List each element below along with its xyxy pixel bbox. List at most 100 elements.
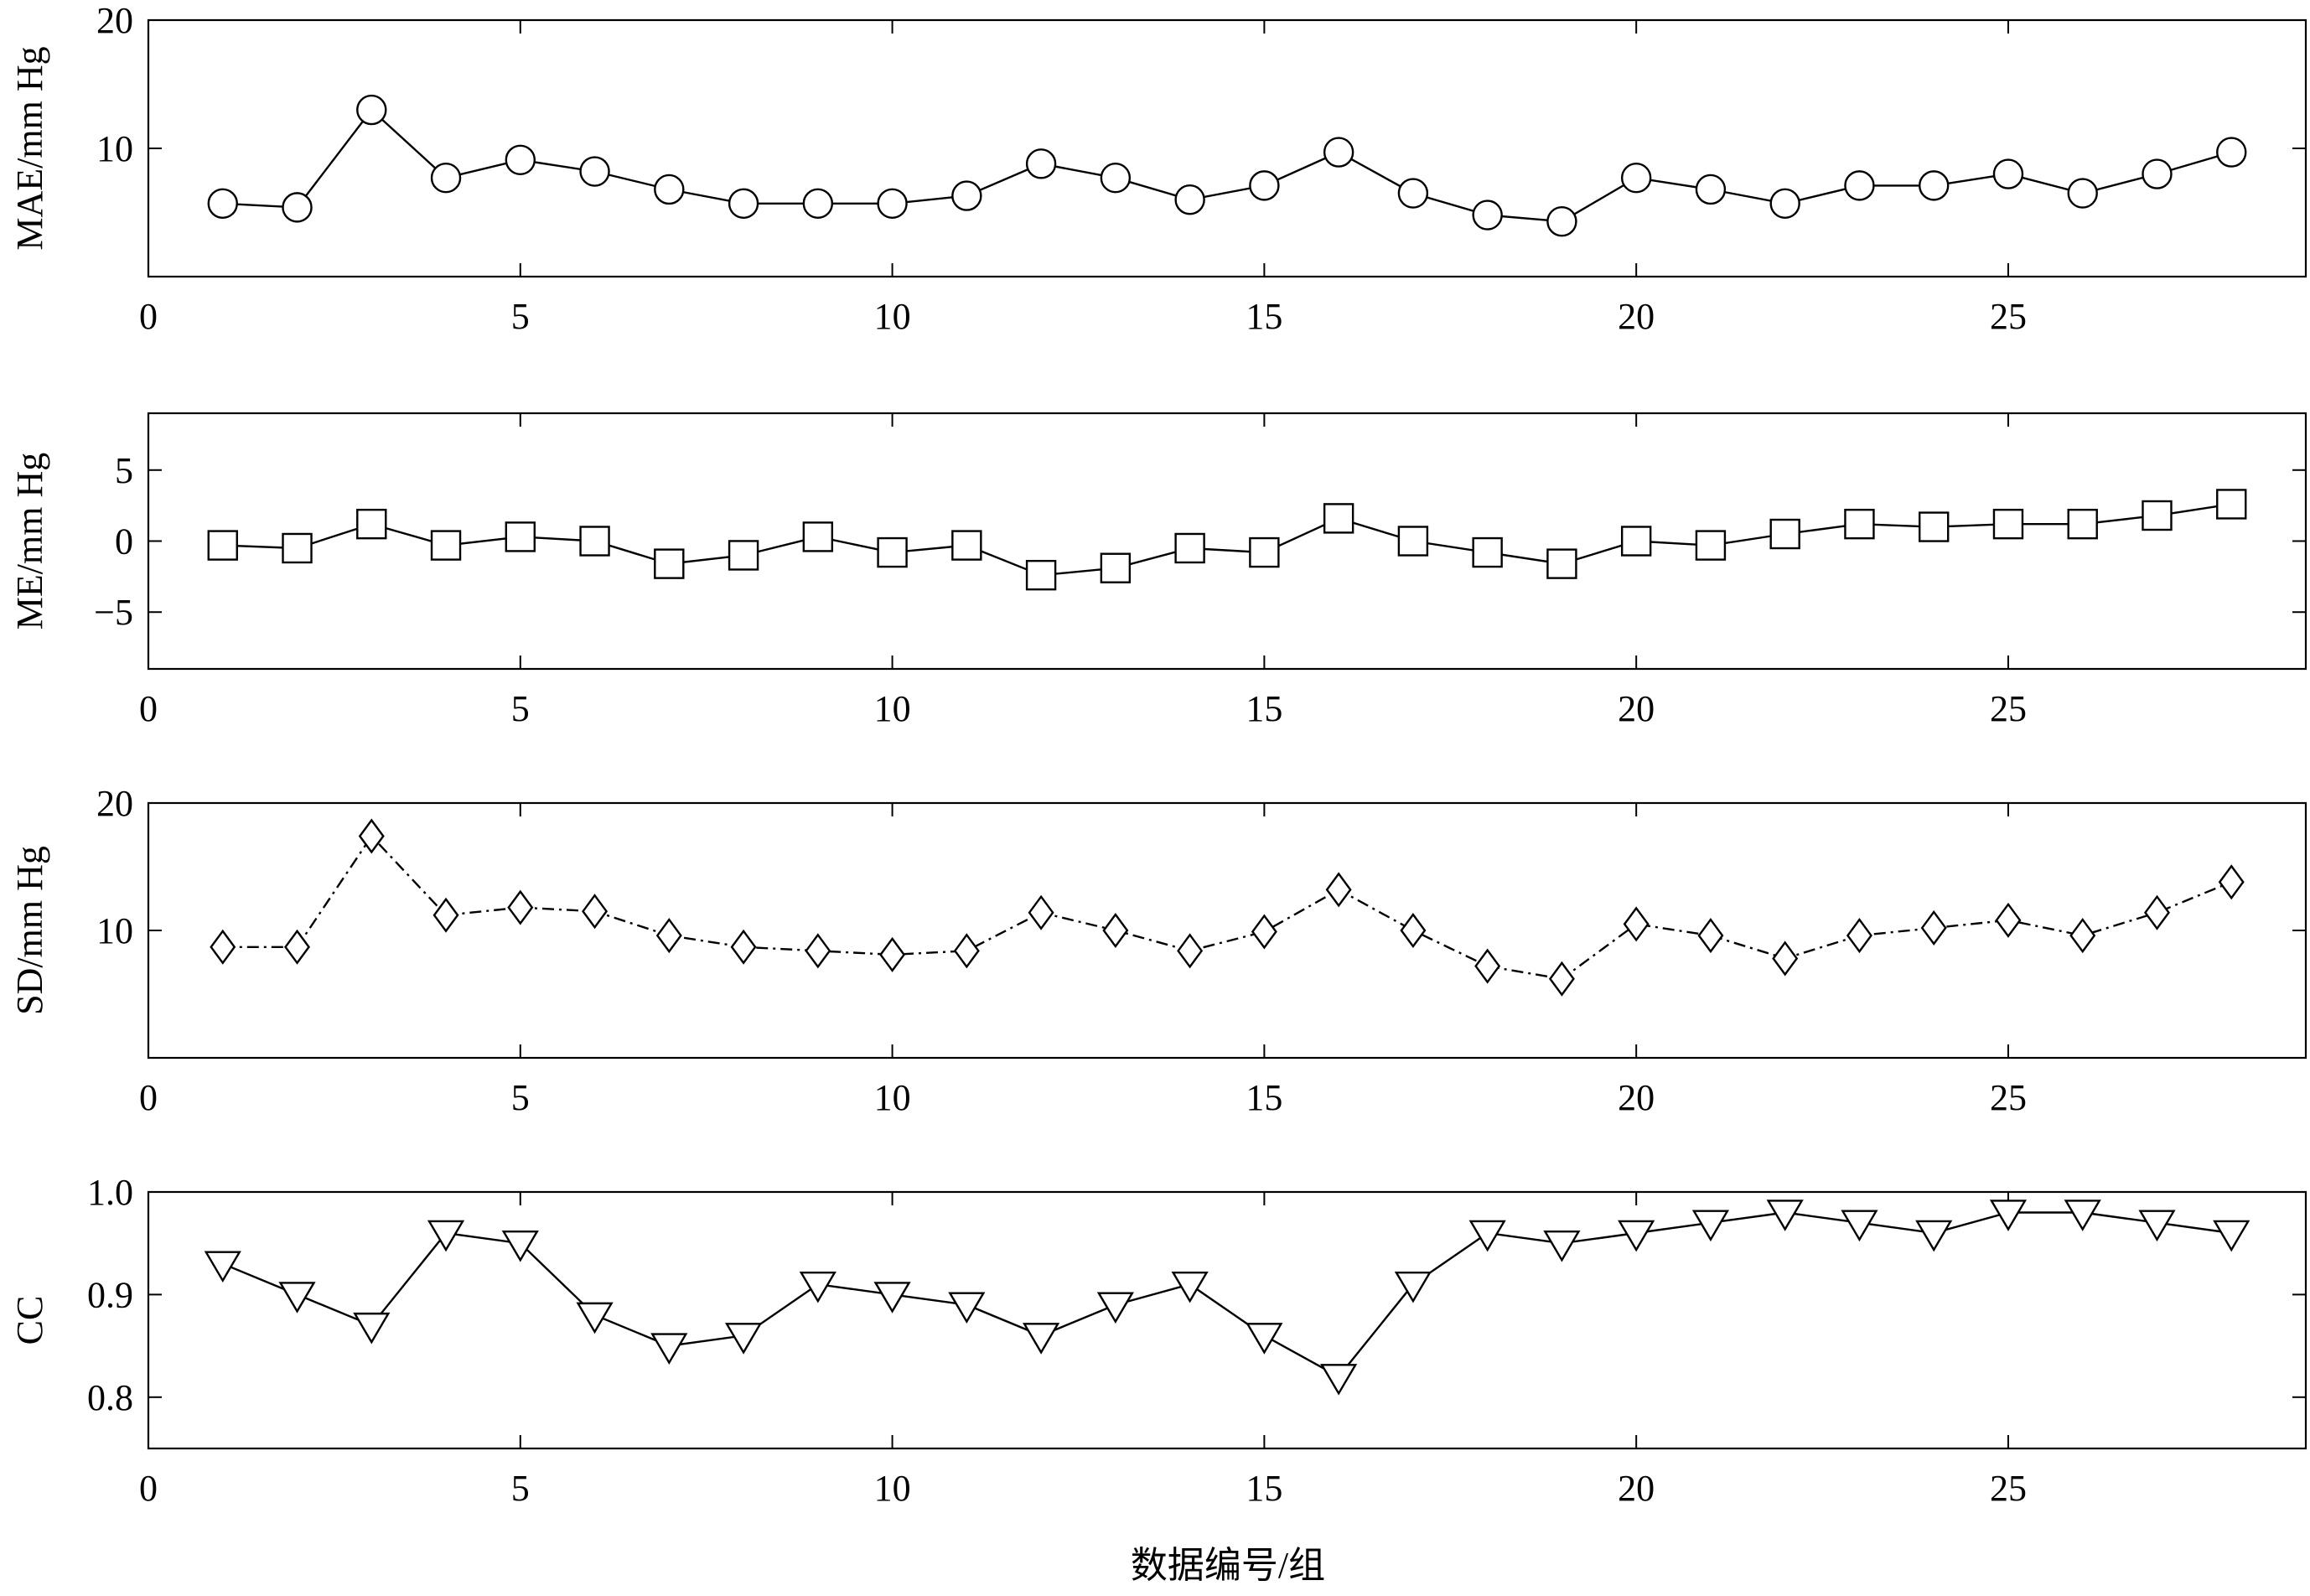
- data-point: [1177, 933, 1204, 969]
- data-point: [1468, 1220, 1506, 1252]
- data-point: [1697, 918, 1724, 954]
- data-point: [1920, 909, 1947, 946]
- x-tick-label: 15: [1246, 296, 1282, 337]
- data-point: [1919, 170, 1950, 201]
- data-point: [650, 1333, 688, 1365]
- data-point: [799, 1271, 836, 1303]
- data-point: [2067, 508, 2098, 540]
- data-point: [1844, 508, 1875, 540]
- data-point: [284, 929, 311, 965]
- data-point: [1766, 1200, 1804, 1231]
- x-axis-title: 数据编号/组: [1131, 1545, 1325, 1586]
- data-point: [356, 508, 387, 540]
- data-point: [1543, 1230, 1581, 1262]
- data-point: [1100, 552, 1132, 583]
- data-point: [1171, 1271, 1209, 1303]
- y-tick-label: 20: [96, 0, 133, 41]
- y-tick-label: 10: [96, 128, 133, 169]
- data-point: [278, 1282, 316, 1314]
- chart-panel-3: 0 5 10 15 20 25 10 20 SD/mm Hg: [9, 783, 2307, 1118]
- data-point: [210, 929, 236, 965]
- data-point: [1394, 1271, 1432, 1303]
- x-tick-label: 0: [139, 1468, 158, 1509]
- data-point: [877, 188, 908, 219]
- data-point: [1623, 906, 1650, 942]
- data-point: [282, 532, 313, 564]
- chart-panel-2: 0 5 10 15 20 25 −5 0 5 ME/mm Hg: [9, 412, 2307, 729]
- data-point: [879, 936, 906, 972]
- data-point: [1100, 162, 1132, 194]
- data-point: [2218, 864, 2245, 900]
- data-point: [1249, 170, 1280, 201]
- data-point: [802, 521, 834, 552]
- data-point: [1472, 200, 1503, 231]
- x-tick-label: 20: [1618, 296, 1655, 337]
- data-point: [576, 1302, 614, 1334]
- data-point: [1174, 532, 1205, 564]
- data-point: [2138, 1210, 2176, 1242]
- data-point: [951, 180, 982, 211]
- data-point: [1548, 961, 1575, 997]
- y-tick-label: 0: [115, 521, 133, 562]
- data-point: [1323, 137, 1354, 168]
- y-axis-title: MAE/mm Hg: [9, 46, 50, 250]
- x-tick-label: 0: [139, 688, 158, 729]
- data-point: [356, 94, 387, 126]
- y-axis-title: ME/mm Hg: [9, 453, 50, 630]
- x-tick-label: 5: [511, 688, 530, 729]
- x-tick-label: 15: [1246, 1077, 1282, 1118]
- y-tick-label: 10: [96, 910, 133, 951]
- data-point: [1846, 918, 1872, 954]
- y-tick-label: 5: [115, 450, 133, 491]
- data-point: [1919, 511, 1950, 542]
- data-point: [1102, 912, 1129, 949]
- y-tick-label: −5: [94, 592, 133, 633]
- data-point: [1028, 894, 1054, 930]
- data-point: [728, 540, 759, 571]
- data-point: [2064, 1200, 2101, 1231]
- x-tick-label: 25: [1990, 1468, 2027, 1509]
- series-line: [222, 503, 2232, 577]
- y-tick-label: 0.8: [87, 1377, 133, 1418]
- data-point: [204, 1251, 241, 1283]
- data-point: [358, 818, 385, 854]
- data-point: [1325, 872, 1352, 908]
- x-tick-label: 10: [874, 688, 911, 729]
- data-point: [505, 144, 536, 175]
- data-point: [2143, 894, 2170, 930]
- data-point: [1249, 536, 1280, 568]
- plot-frame: [147, 1190, 2307, 1450]
- data-point: [1397, 526, 1429, 557]
- x-tick-label: 0: [139, 1077, 158, 1118]
- data-point: [505, 521, 536, 552]
- data-point: [582, 894, 609, 930]
- data-point: [1695, 530, 1727, 561]
- data-point: [282, 192, 313, 223]
- data-point: [1691, 1210, 1730, 1242]
- y-axis-title: SD/mm Hg: [9, 846, 50, 1015]
- x-tick-label: 25: [1990, 688, 2027, 729]
- data-point: [207, 530, 238, 561]
- data-point: [730, 929, 757, 965]
- data-point: [353, 1312, 391, 1345]
- data-point: [207, 188, 238, 219]
- data-point: [873, 1282, 911, 1314]
- data-point: [1772, 940, 1799, 977]
- data-point: [2216, 489, 2247, 520]
- data-point: [579, 526, 610, 557]
- x-tick-label: 20: [1618, 688, 1655, 729]
- x-tick-label: 5: [511, 1077, 530, 1118]
- data-point: [1989, 1200, 2028, 1231]
- y-tick-label: 0.9: [87, 1274, 133, 1315]
- data-point: [432, 897, 459, 933]
- data-point: [1844, 170, 1875, 201]
- data-point: [1246, 1323, 1283, 1355]
- data-point: [2213, 1220, 2250, 1252]
- data-point: [1474, 948, 1501, 984]
- data-point: [654, 174, 685, 205]
- data-point: [728, 188, 759, 219]
- data-point: [1397, 178, 1429, 209]
- data-point: [953, 933, 980, 969]
- data-point: [802, 188, 834, 219]
- x-tick-label: 20: [1618, 1468, 1655, 1509]
